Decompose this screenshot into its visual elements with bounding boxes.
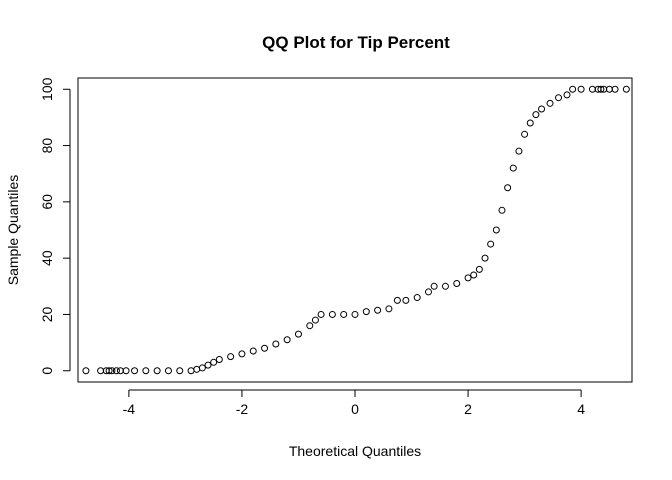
data-point xyxy=(413,294,421,302)
data-point xyxy=(492,226,500,234)
data-point xyxy=(464,274,472,282)
plot-area xyxy=(77,77,633,383)
data-point xyxy=(470,271,478,279)
data-point xyxy=(272,340,280,348)
data-point xyxy=(82,367,90,375)
data-point xyxy=(563,91,571,99)
data-point xyxy=(393,296,401,304)
data-point xyxy=(526,119,534,127)
data-point xyxy=(164,367,172,375)
data-point xyxy=(131,367,139,375)
data-point xyxy=(328,310,336,318)
data-point xyxy=(555,94,563,102)
data-point xyxy=(498,206,506,214)
y-tick-label: 20 xyxy=(39,306,55,322)
data-point xyxy=(306,322,314,330)
x-tick-label: 0 xyxy=(351,401,359,417)
data-point xyxy=(504,184,512,192)
x-axis: -4 -2 0 2 4 xyxy=(123,389,585,417)
chart-title: QQ Plot for Tip Percent xyxy=(262,33,450,52)
x-axis-label: Theoretical Quantiles xyxy=(289,443,421,459)
data-point xyxy=(441,282,449,290)
data-point xyxy=(340,310,348,318)
data-point xyxy=(97,367,105,375)
data-point xyxy=(317,310,325,318)
y-tick-label: 80 xyxy=(39,138,55,154)
data-point xyxy=(142,367,150,375)
data-point xyxy=(198,364,206,372)
data-point xyxy=(605,85,613,93)
data-point xyxy=(546,99,554,107)
data-point xyxy=(294,330,302,338)
data-point xyxy=(249,347,257,355)
y-tick-label: 60 xyxy=(39,194,55,210)
data-point xyxy=(193,365,201,373)
data-point xyxy=(453,279,461,287)
data-point xyxy=(622,85,630,93)
data-point xyxy=(577,85,585,93)
data-point xyxy=(588,85,596,93)
data-point xyxy=(112,367,120,375)
data-point xyxy=(402,296,410,304)
points-layer xyxy=(82,85,630,375)
data-point xyxy=(261,344,269,352)
data-point xyxy=(108,367,116,375)
data-point xyxy=(122,367,130,375)
data-point xyxy=(509,164,517,172)
data-point xyxy=(487,240,495,248)
data-point xyxy=(521,130,529,138)
data-point xyxy=(311,316,319,324)
data-point xyxy=(227,353,235,361)
data-point xyxy=(153,367,161,375)
data-point xyxy=(385,305,393,313)
data-point xyxy=(215,355,223,363)
data-point xyxy=(187,367,195,375)
x-tick-label: -2 xyxy=(236,401,249,417)
data-point xyxy=(116,367,124,375)
y-tick-label: 40 xyxy=(39,250,55,266)
data-point xyxy=(611,85,619,93)
data-point xyxy=(210,358,218,366)
data-point xyxy=(569,85,577,93)
data-point xyxy=(597,85,605,93)
data-point xyxy=(424,288,432,296)
data-point xyxy=(430,282,438,290)
y-axis: 0 20 40 60 80 100 xyxy=(39,77,71,375)
y-axis-label: Sample Quantiles xyxy=(5,175,21,286)
data-point xyxy=(204,361,212,369)
y-tick-label: 100 xyxy=(39,77,55,101)
data-point xyxy=(374,306,382,314)
x-tick-label: 4 xyxy=(577,401,585,417)
data-point xyxy=(362,308,370,316)
data-point xyxy=(283,336,291,344)
data-point xyxy=(176,367,184,375)
data-point xyxy=(532,111,540,119)
data-point xyxy=(105,367,113,375)
data-point xyxy=(515,147,523,155)
x-tick-label: 2 xyxy=(464,401,472,417)
data-point xyxy=(351,310,359,318)
data-point xyxy=(538,105,546,113)
data-point xyxy=(238,350,246,358)
y-tick-label: 0 xyxy=(39,367,55,375)
x-tick-label: -4 xyxy=(123,401,136,417)
data-point xyxy=(481,254,489,262)
data-point xyxy=(475,265,483,273)
